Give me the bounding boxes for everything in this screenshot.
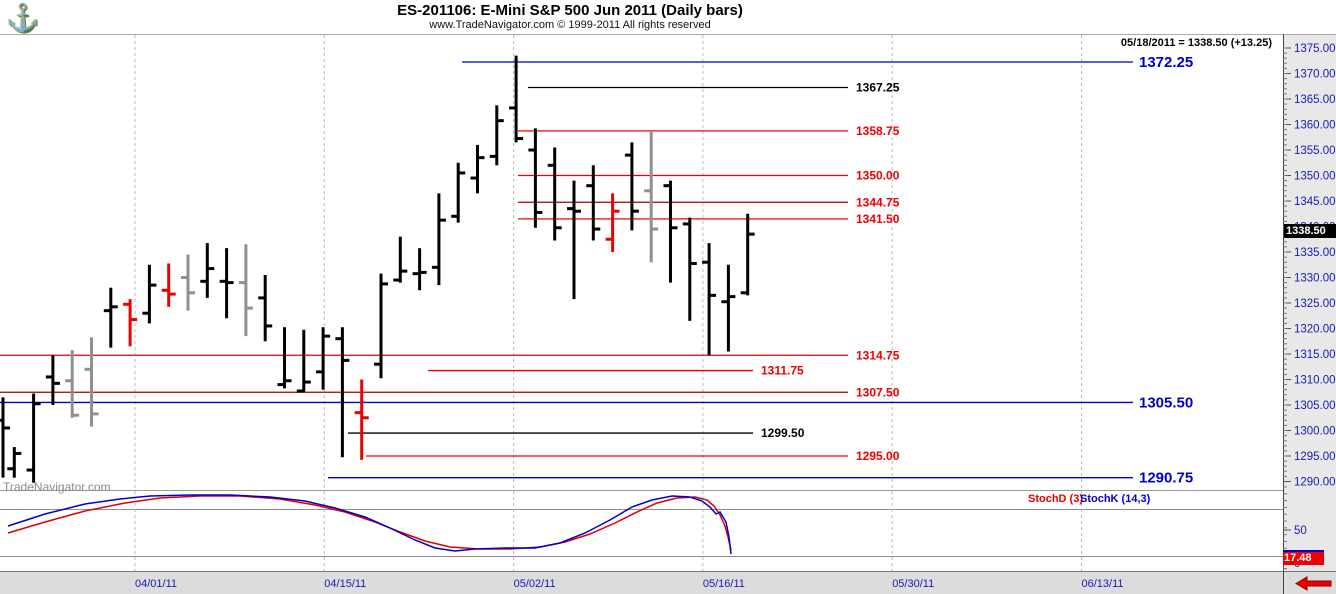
chart-subtitle: www.TradeNavigator.com © 1999-2011 All r… [429,19,711,31]
axis-price-label: 1295.00 [1294,451,1336,463]
axis-price-label: 1375.00 [1294,43,1336,55]
price-axis-strip [1283,34,1336,594]
stoch-value-badge: 17.48 [1283,550,1324,565]
level-label: 1314.75 [856,348,900,362]
axis-price-label: 1335.00 [1294,247,1336,259]
axis-price-label: 1355.00 [1294,145,1336,157]
level-label: 1311.75 [761,364,804,378]
tradenavigator-logo-icon: ⚓ [6,3,40,33]
chart-title: ES-201106: E-Mini S&P 500 Jun 2011 (Dail… [397,2,743,19]
axis-price-label: 1310.00 [1294,375,1336,387]
axis-price-label: 1350.00 [1294,171,1336,183]
watermark-text: TradeNavigator.com [3,480,111,494]
level-label: 1372.25 [1139,54,1193,71]
level-label: 1290.75 [1139,470,1193,487]
axis-price-label: 1305.00 [1294,400,1336,412]
stochd-legend-label: StochD (3) [1028,493,1083,505]
level-label: 1341.50 [856,212,900,226]
stoch-axis-label: 50 [1294,525,1307,537]
axis-price-label: 1365.00 [1294,94,1336,106]
date-label: 04/15/11 [324,578,366,590]
level-label: 1350.00 [856,169,900,183]
level-label: 1295.00 [856,449,900,463]
date-label: 05/16/11 [703,578,745,590]
stochd-curve [7,495,732,551]
level-label: 1299.50 [761,426,805,440]
axis-price-label: 1345.00 [1294,196,1336,208]
date-label: 05/30/11 [892,578,934,590]
axis-price-label: 1330.00 [1294,273,1336,285]
stochk-legend-label: StochK (14,3) [1080,493,1151,505]
level-label: 1358.75 [856,124,900,138]
date-axis-strip [0,572,1336,594]
last-trade-readout: 05/18/2011 = 1338.50 (+13.25) [1120,37,1272,49]
level-label: 1344.75 [856,195,900,209]
axis-price-label: 1300.00 [1294,426,1336,438]
date-label: 05/02/11 [514,578,556,590]
current-price-badge: 1338.50 [1284,224,1336,238]
axis-price-label: 1290.00 [1294,477,1336,489]
axis-price-label: 1320.00 [1294,324,1336,336]
axis-price-label: 1370.00 [1294,69,1336,81]
axis-price-label: 1315.00 [1294,349,1336,361]
level-label: 1305.50 [1139,394,1193,411]
level-label: 1307.50 [856,385,900,399]
axis-price-label: 1325.00 [1294,298,1336,310]
level-label: 1367.25 [856,81,900,95]
date-label: 06/13/11 [1082,578,1124,590]
scroll-left-arrow[interactable] [1295,576,1332,591]
stochk-curve [7,494,732,555]
date-label: 04/01/11 [135,578,177,590]
axis-price-label: 1360.00 [1294,120,1336,132]
